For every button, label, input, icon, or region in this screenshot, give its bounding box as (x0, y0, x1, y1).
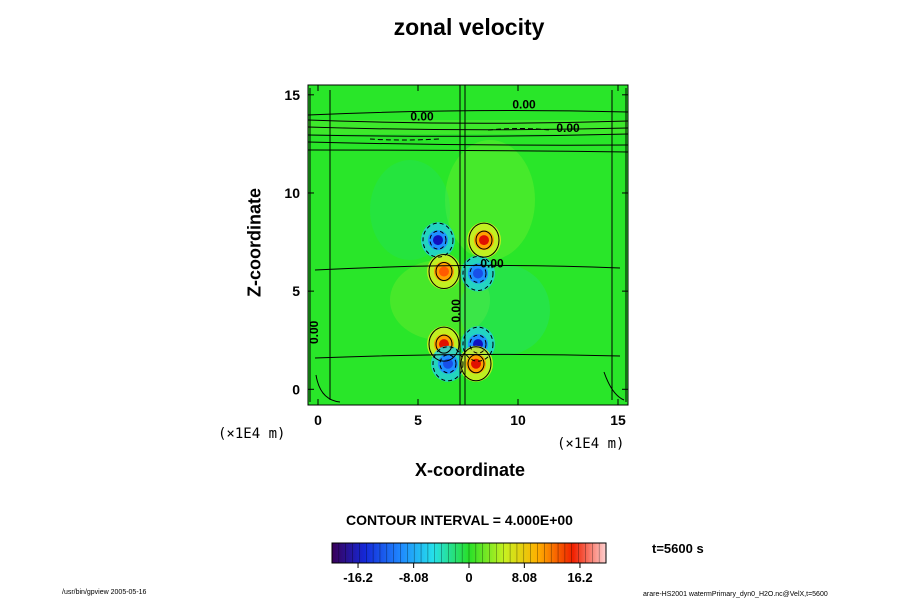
contour-line (429, 230, 447, 250)
contour-line (439, 354, 457, 374)
contour-line (422, 222, 454, 258)
contour-line (308, 141, 628, 146)
negative-extremum (461, 255, 495, 292)
contour-line (308, 119, 628, 124)
x-unit-label: (×1E4 m) (557, 436, 625, 452)
contour-line (314, 353, 621, 359)
contour-line (315, 374, 341, 403)
colorbar-tick-label: 16.2 (567, 570, 592, 585)
contour-line (308, 126, 628, 131)
contour-line (308, 110, 628, 116)
y-unit-label: (×1E4 m) (218, 426, 286, 442)
contour-line (487, 128, 551, 131)
plot-frame (307, 84, 629, 406)
negative-extremum (421, 222, 455, 259)
positive-extremum (427, 253, 461, 290)
x-tick-label: 0 (314, 412, 322, 428)
contour-line (314, 264, 621, 271)
x-axis-label: X-coordinate (414, 460, 525, 480)
contour-label: 0.00 (556, 121, 580, 135)
contour-label: 0.00 (307, 320, 321, 344)
contour-line (460, 346, 492, 382)
chart-title: zonal velocity (393, 14, 545, 40)
contour-line (462, 255, 494, 291)
contour-line (428, 326, 460, 362)
contour-label: 0.00 (480, 257, 504, 271)
x-tick-label: 10 (510, 412, 526, 428)
contour-interval: CONTOUR INTERVAL = 4.000E+00 (346, 512, 573, 528)
y-tick-label: 5 (292, 283, 300, 299)
contour-line (428, 254, 460, 290)
contour-label: 0.00 (410, 109, 434, 123)
footer-left: /usr/bin/gpview 2005-05-16 (62, 589, 147, 596)
y-axis-label: Z-coordinate (244, 188, 265, 298)
colorbar-tick-label: 8.08 (512, 570, 537, 585)
contour-line (475, 230, 493, 250)
contour-line (435, 262, 453, 282)
contour-line (468, 222, 500, 258)
colorbar-tick-label: -16.2 (343, 570, 373, 585)
colorbar-tick-label: -8.08 (399, 570, 429, 585)
contour-line (469, 263, 487, 283)
upper-band (308, 120, 628, 134)
contour-line (462, 326, 494, 362)
contour-line (469, 334, 487, 354)
contour-line (369, 138, 441, 141)
contour-line (308, 149, 628, 153)
plot-area (308, 85, 628, 405)
contour-line (432, 346, 464, 382)
colorbar-tick-label: 0 (465, 570, 472, 585)
contour-line (308, 133, 628, 137)
contour-line (435, 334, 453, 354)
time-label: t=5600 s (652, 541, 704, 556)
x-tick-label: 15 (610, 412, 626, 428)
contour-line (603, 371, 625, 401)
x-tick-label: 5 (414, 412, 422, 428)
bg-tint-blob (445, 140, 535, 260)
y-tick-label: 10 (284, 185, 300, 201)
contour-label: 0.00 (449, 299, 463, 323)
y-tick-label: 15 (284, 87, 300, 103)
footer-right: arare-HS2001 watermPrimary_dyn0_H2O.nc@V… (643, 591, 828, 598)
contour-label: 0.00 (512, 98, 536, 112)
positive-extremum (467, 222, 501, 259)
y-tick-label: 0 (292, 381, 300, 397)
